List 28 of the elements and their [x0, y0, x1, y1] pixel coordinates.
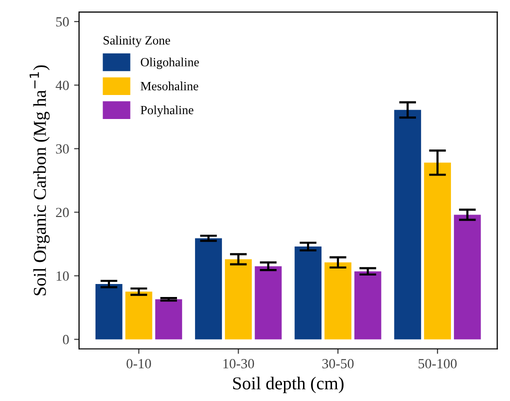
legend-label: Polyhaline — [140, 105, 194, 117]
bar — [324, 262, 352, 340]
x-axis-title: Soil depth (cm) — [233, 376, 344, 394]
x-tick-label: 0-10 — [126, 358, 151, 368]
y-tick-label: 50 — [56, 17, 69, 27]
bar — [125, 292, 152, 340]
legend-label: Mesohaline — [140, 82, 198, 90]
legend-label: Oligohaline — [140, 58, 199, 69]
y-tick-label: 40 — [56, 80, 69, 90]
y-tick-label: 30 — [56, 144, 69, 154]
bar — [454, 214, 481, 340]
bar — [254, 266, 282, 340]
y-tick-label: 20 — [56, 208, 69, 218]
x-tick-label: 30-50 — [322, 358, 354, 368]
bar — [424, 162, 451, 340]
bar — [224, 259, 252, 340]
bar — [354, 271, 382, 340]
bar — [95, 284, 122, 340]
bar — [155, 299, 182, 340]
y-tick-label: 0 — [62, 334, 69, 344]
bar — [394, 110, 422, 340]
y-axis-title: Soil Organic Carbon (Mg ha$^{−1}$) — [30, 65, 50, 296]
legend-title: Salinity Zone — [104, 36, 170, 48]
y-tick-label: 10 — [56, 271, 69, 281]
x-tick-label: 50-100 — [418, 358, 457, 368]
bar — [195, 238, 222, 340]
bar — [294, 246, 322, 340]
x-tick-label: 10-30 — [223, 358, 254, 368]
